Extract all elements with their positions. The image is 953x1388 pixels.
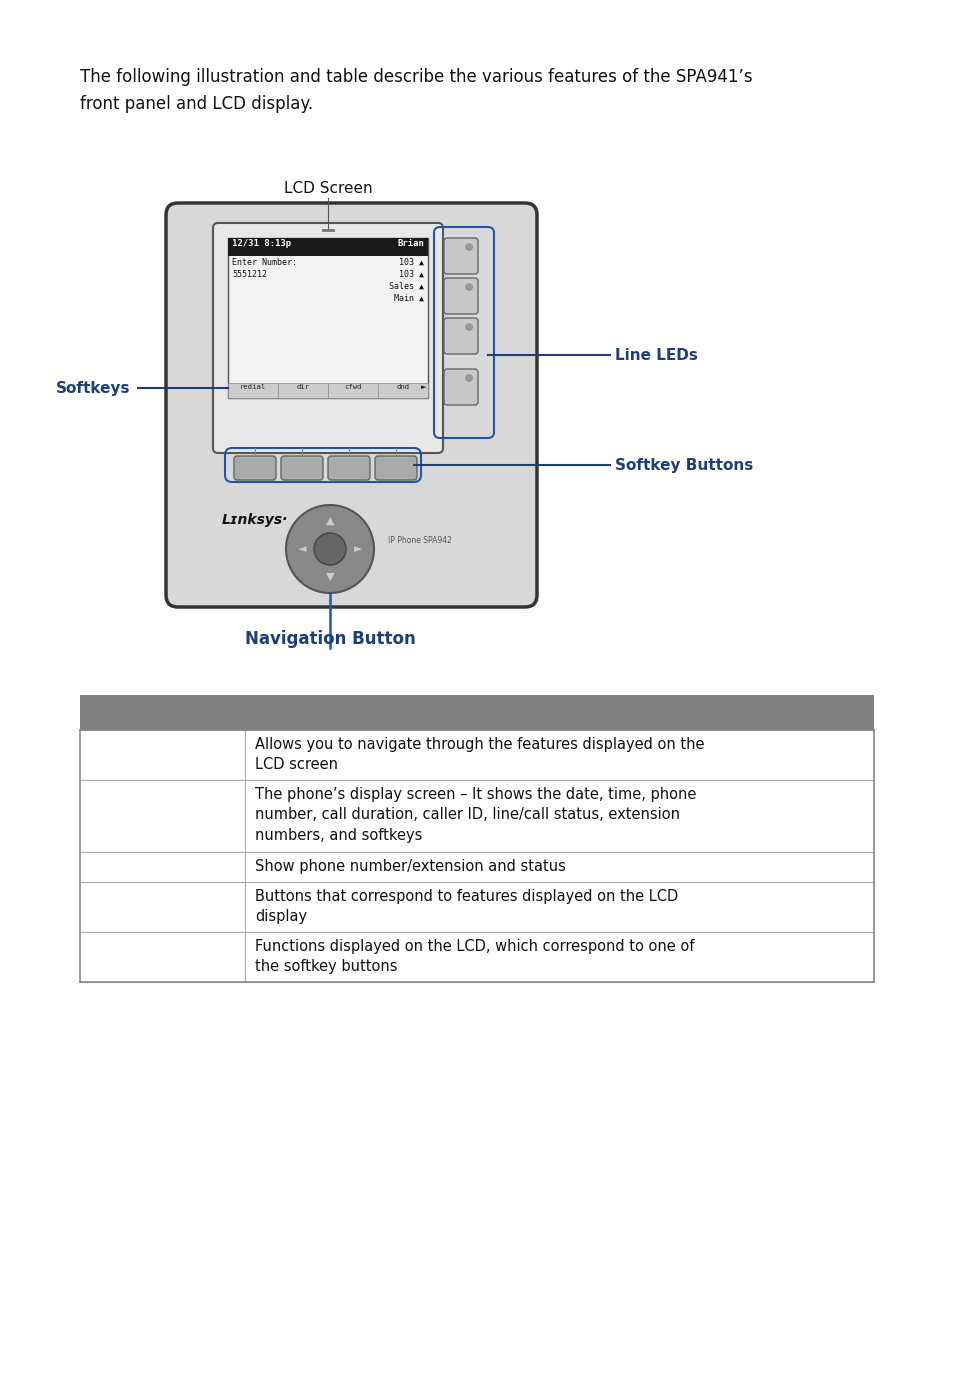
Text: Navigation Button: Navigation Button bbox=[244, 630, 415, 648]
FancyBboxPatch shape bbox=[375, 457, 416, 480]
Text: cfwd: cfwd bbox=[344, 384, 361, 390]
FancyBboxPatch shape bbox=[233, 457, 275, 480]
Text: LCD Screen: LCD Screen bbox=[283, 180, 372, 196]
Text: Sales ▲: Sales ▲ bbox=[389, 282, 423, 291]
Text: Allows you to navigate through the features displayed on the
LCD screen: Allows you to navigate through the featu… bbox=[254, 737, 703, 772]
Bar bbox=[228, 383, 428, 398]
Text: Main ▲: Main ▲ bbox=[394, 294, 423, 303]
Text: dir: dir bbox=[296, 384, 309, 390]
Text: ▼: ▼ bbox=[325, 572, 334, 582]
Text: 103 ▲: 103 ▲ bbox=[398, 258, 423, 266]
Text: Softkey Buttons: Softkey Buttons bbox=[615, 458, 753, 472]
Text: dnd: dnd bbox=[396, 384, 409, 390]
Text: Line LEDs: Line LEDs bbox=[615, 347, 698, 362]
Text: 5551212: 5551212 bbox=[232, 271, 267, 279]
FancyBboxPatch shape bbox=[281, 457, 323, 480]
FancyBboxPatch shape bbox=[443, 369, 477, 405]
Bar bbox=[80, 931, 873, 981]
Text: The following illustration and table describe the various features of the SPA941: The following illustration and table des… bbox=[80, 68, 752, 86]
Text: ►: ► bbox=[420, 384, 426, 390]
FancyBboxPatch shape bbox=[443, 278, 477, 314]
Text: 12/31 8:13p: 12/31 8:13p bbox=[232, 239, 291, 248]
Bar bbox=[80, 881, 873, 931]
Text: Lɪnksys·: Lɪnksys· bbox=[222, 514, 288, 527]
Text: 103 ▲: 103 ▲ bbox=[398, 271, 423, 279]
FancyBboxPatch shape bbox=[443, 318, 477, 354]
Bar bbox=[80, 695, 873, 730]
Circle shape bbox=[314, 533, 346, 565]
Text: ▲: ▲ bbox=[325, 516, 334, 526]
Circle shape bbox=[464, 283, 473, 291]
Text: Enter Number:: Enter Number: bbox=[232, 258, 296, 266]
Text: The phone’s display screen – It shows the date, time, phone
number, call duratio: The phone’s display screen – It shows th… bbox=[254, 787, 696, 843]
Text: IP Phone SPA942: IP Phone SPA942 bbox=[388, 536, 452, 544]
Circle shape bbox=[464, 243, 473, 251]
FancyBboxPatch shape bbox=[213, 223, 442, 452]
FancyBboxPatch shape bbox=[166, 203, 537, 607]
Text: Softkeys: Softkeys bbox=[55, 380, 131, 396]
Text: Functions displayed on the LCD, which correspond to one of
the softkey buttons: Functions displayed on the LCD, which co… bbox=[254, 940, 694, 974]
Bar bbox=[80, 780, 873, 852]
Text: Brian: Brian bbox=[396, 239, 423, 248]
Bar bbox=[228, 237, 428, 398]
Bar bbox=[228, 237, 428, 255]
Circle shape bbox=[464, 323, 473, 330]
Text: ◄: ◄ bbox=[297, 544, 306, 554]
Text: redial: redial bbox=[239, 384, 266, 390]
Circle shape bbox=[286, 505, 374, 593]
Circle shape bbox=[464, 373, 473, 382]
Text: front panel and LCD display.: front panel and LCD display. bbox=[80, 94, 313, 112]
Text: Show phone number/extension and status: Show phone number/extension and status bbox=[254, 859, 565, 874]
FancyBboxPatch shape bbox=[443, 237, 477, 273]
FancyBboxPatch shape bbox=[328, 457, 370, 480]
Text: Buttons that correspond to features displayed on the LCD
display: Buttons that correspond to features disp… bbox=[254, 888, 678, 924]
Bar bbox=[80, 730, 873, 780]
Text: ►: ► bbox=[354, 544, 362, 554]
Bar bbox=[80, 852, 873, 881]
